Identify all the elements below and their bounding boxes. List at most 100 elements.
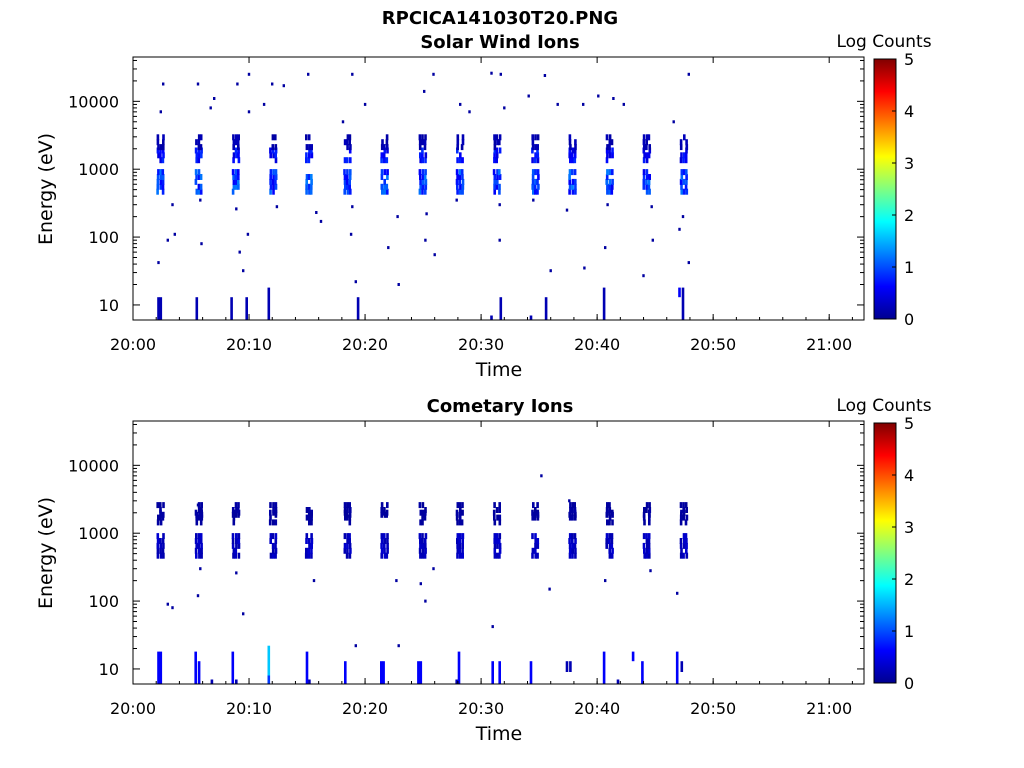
heatmap-cell <box>380 152 384 159</box>
heatmap-cell <box>380 547 384 554</box>
y-axis-label: Energy (eV) <box>35 133 57 245</box>
heatmap-cell <box>195 157 198 164</box>
heatmap-cell <box>421 552 424 559</box>
heatmap-cell <box>274 152 277 159</box>
heatmap-cell <box>498 502 501 509</box>
heatmap-cell <box>383 538 387 544</box>
heatmap-cell <box>269 174 272 180</box>
heatmap-cell <box>685 147 688 154</box>
heatmap-cell <box>383 178 386 185</box>
heatmap-cell <box>574 538 577 544</box>
heatmap-cell <box>159 152 162 159</box>
heatmap-cell <box>237 152 240 159</box>
heatmap-cell <box>272 502 275 509</box>
heatmap-point <box>681 215 685 219</box>
heatmap-cell <box>573 169 577 176</box>
heatmap-cell <box>274 157 278 164</box>
heatmap-point <box>235 207 238 211</box>
heatmap-cell <box>424 134 427 141</box>
heatmap-cell <box>456 157 459 164</box>
heatmap-cell <box>421 502 425 509</box>
heatmap-cell <box>237 183 240 190</box>
axes-frame <box>132 56 865 321</box>
heatmap-point <box>556 102 559 106</box>
heatmap-cell <box>679 178 683 185</box>
heatmap-point <box>354 644 357 648</box>
heatmap-cell <box>685 139 688 146</box>
heatmap-bar <box>210 679 214 684</box>
heatmap-cell <box>383 507 386 513</box>
heatmap-cell <box>307 552 311 559</box>
heatmap-cell <box>269 502 272 509</box>
heatmap-point <box>606 203 609 207</box>
heatmap-cell <box>269 178 272 185</box>
heatmap-cell <box>380 183 384 190</box>
heatmap-point <box>565 208 569 212</box>
heatmap-cell <box>421 538 424 544</box>
heatmap-cell <box>496 552 499 559</box>
heatmap-cell <box>235 152 238 159</box>
heatmap-cell <box>680 174 684 180</box>
heatmap-cell <box>271 134 275 141</box>
heatmap-cell <box>157 144 160 151</box>
heatmap-cell <box>237 169 240 176</box>
heatmap-cell <box>685 514 689 521</box>
heatmap-cell <box>385 139 389 146</box>
heatmap-cell <box>235 533 238 540</box>
heatmap-cell <box>456 174 459 180</box>
heatmap-cell <box>645 533 648 540</box>
heatmap-cell <box>533 511 537 518</box>
heatmap-cell <box>570 152 574 159</box>
heatmap-point <box>499 72 502 76</box>
heatmap-cell <box>198 174 201 180</box>
heatmap-point <box>583 266 586 270</box>
heatmap-cell <box>573 147 577 154</box>
heatmap-cell <box>534 144 537 151</box>
colorbar: 0 1 2 3 4 5 <box>873 50 914 329</box>
heatmap-cell <box>493 533 497 540</box>
heatmap-cell <box>307 547 310 554</box>
heatmap-cell <box>645 552 648 559</box>
heatmap-cell <box>643 519 646 526</box>
heatmap-cell <box>424 152 428 159</box>
heatmap-cell <box>343 188 346 195</box>
heatmap-cell <box>495 152 499 159</box>
heatmap-cell <box>421 139 425 146</box>
heatmap-cell <box>234 183 238 190</box>
heatmap-bar <box>544 297 548 320</box>
heatmap-cell <box>458 552 462 559</box>
heatmap-cell <box>346 547 349 554</box>
heatmap-bar <box>675 651 679 684</box>
heatmap-cell <box>608 188 612 195</box>
heatmap-cell <box>195 139 198 146</box>
heatmap-cell <box>346 188 350 195</box>
heatmap-cell <box>274 174 278 180</box>
heatmap-cell <box>345 552 349 559</box>
heatmap-cell <box>682 542 686 549</box>
heatmap-cell <box>346 533 349 540</box>
heatmap-cell <box>234 174 238 180</box>
heatmap-cell <box>424 188 427 195</box>
heatmap-bar <box>157 297 160 320</box>
heatmap-cell <box>568 174 571 180</box>
heatmap-cell <box>642 174 646 180</box>
heatmap-cell <box>605 174 609 180</box>
heatmap-cell <box>271 144 275 151</box>
heatmap-cell <box>568 152 571 159</box>
heatmap-cell <box>495 183 499 190</box>
heatmap-cell <box>199 134 203 141</box>
heatmap-cell <box>682 502 685 509</box>
heatmap-cell <box>310 147 313 154</box>
heatmap-cell <box>608 533 611 540</box>
heatmap-cell <box>493 547 497 554</box>
heatmap-cell <box>574 178 577 185</box>
heatmap-cell <box>272 188 275 195</box>
heatmap-cell <box>456 183 459 190</box>
heatmap-point <box>319 219 323 223</box>
heatmap-cell <box>274 533 278 540</box>
heatmap-cell <box>194 147 198 154</box>
heatmap-cell <box>310 547 313 554</box>
heatmap-point <box>397 283 400 286</box>
heatmap-cell <box>418 144 422 151</box>
heatmap-cell <box>498 547 502 554</box>
